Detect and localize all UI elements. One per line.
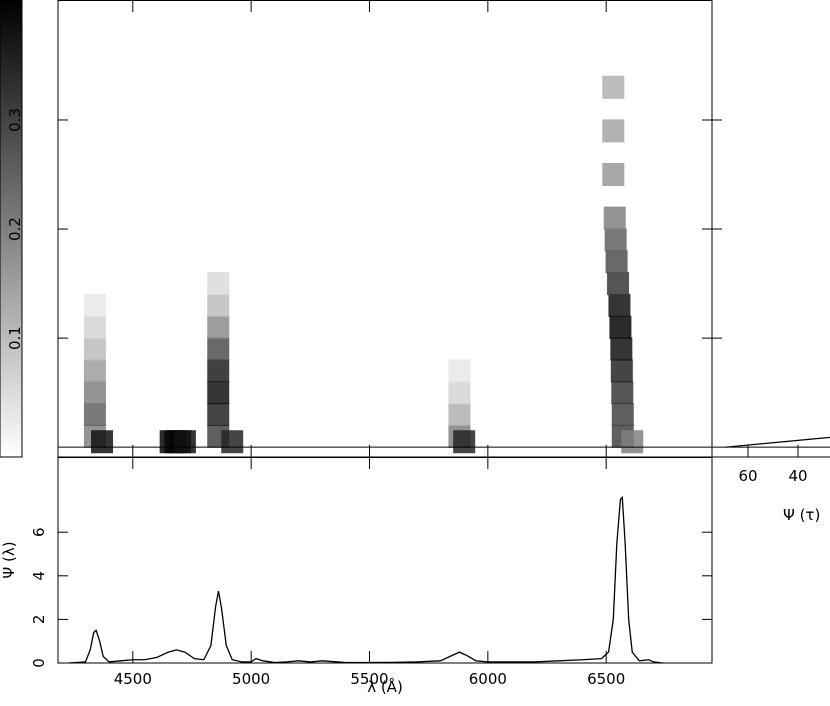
- map-cell: [207, 338, 229, 361]
- map-cell: [612, 403, 634, 426]
- map-cell: [606, 250, 628, 273]
- y-tick-label: 2: [30, 615, 48, 625]
- map-cell: [621, 430, 643, 453]
- map-cell: [207, 272, 229, 295]
- map-cell: [91, 430, 113, 453]
- map-cell: [602, 119, 624, 142]
- colorbar-tick-label: 0.1: [6, 326, 24, 350]
- map-cell: [207, 403, 229, 426]
- spectrum-frame: [58, 457, 712, 663]
- map-cell: [448, 359, 470, 382]
- map-cell: [84, 403, 106, 426]
- x-axis-label: Ψ (τ): [783, 506, 820, 524]
- colorbar-tick-label: 0.3: [6, 108, 24, 132]
- y-tick-label: 6: [30, 527, 48, 537]
- map-cell: [84, 381, 106, 404]
- x-tick-label: 6500: [587, 670, 625, 688]
- y-tick-label: 0: [30, 658, 48, 668]
- map-cell: [448, 381, 470, 404]
- map-cell: [207, 294, 229, 317]
- map-cell: [611, 381, 633, 404]
- map-cell: [602, 76, 624, 99]
- y-tick-label: 4: [30, 571, 48, 581]
- map-cell: [610, 338, 632, 361]
- map-cell: [221, 430, 243, 453]
- x-tick-label: 40: [788, 467, 807, 485]
- y-axis-label: Ψ (λ): [0, 541, 18, 578]
- x-tick-label: 60: [738, 467, 757, 485]
- map-cell: [602, 163, 624, 186]
- spectrum-line: [69, 497, 663, 663]
- map-cell: [609, 316, 631, 339]
- map-cell: [605, 228, 627, 251]
- map-cell: [604, 207, 626, 230]
- x-tick-label: 6000: [469, 670, 507, 688]
- map-cell: [607, 272, 629, 295]
- map-cell: [84, 316, 106, 339]
- profile-line: [726, 437, 830, 447]
- map-cell: [207, 316, 229, 339]
- map-cell: [611, 359, 633, 382]
- map-cell: [448, 403, 470, 426]
- map-cell: [453, 430, 475, 453]
- x-axis-label: λ (Å): [367, 677, 403, 696]
- x-tick-label: 5000: [232, 670, 270, 688]
- map-cell: [207, 359, 229, 382]
- map-cell: [84, 338, 106, 361]
- map-cell: [608, 294, 630, 317]
- map-cell: [207, 381, 229, 404]
- map-cell: [174, 430, 196, 453]
- x-tick-label: 4500: [114, 670, 152, 688]
- map-cell: [84, 359, 106, 382]
- colorbar-tick-label: 0.2: [6, 217, 24, 241]
- map-cell: [84, 294, 106, 317]
